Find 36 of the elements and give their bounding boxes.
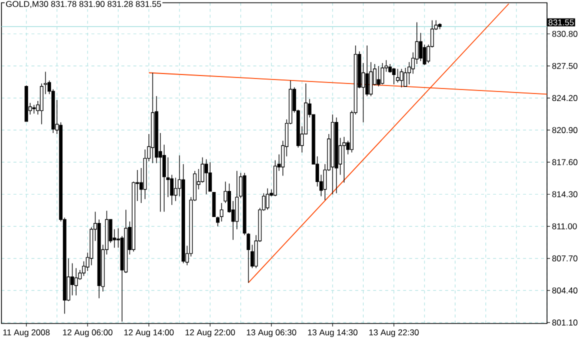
- y-tick-label: 827.50: [552, 63, 578, 70]
- y-tick-label: 807.70: [552, 256, 578, 262]
- candlestick: [216, 216, 220, 227]
- chart-title: GOLD,M30 831.78 831.90 831.28 831.55: [6, 1, 161, 8]
- candlestick: [208, 162, 212, 192]
- x-tick-label: 13 Aug 14:30: [308, 330, 358, 338]
- candlestick: [404, 68, 408, 87]
- x-tick-label: 12 Aug 14:00: [124, 330, 174, 338]
- candlestick: [380, 62, 384, 85]
- y-tick-label: 817.60: [552, 159, 578, 166]
- candlestick: [392, 68, 396, 85]
- candlestick: [418, 32, 422, 62]
- candlestick: [162, 144, 166, 212]
- candlestick: [266, 188, 270, 210]
- x-tick-label: 12 Aug 06:00: [63, 330, 112, 338]
- y-tick-label: 804.40: [552, 288, 578, 294]
- candlestick: [82, 261, 86, 276]
- y-tick-label: 824.20: [552, 95, 578, 102]
- x-tick-label: 11 Aug 2008: [3, 330, 50, 338]
- candlestick: [74, 268, 78, 296]
- x-tick-label: 13 Aug 06:30: [246, 330, 296, 338]
- y-tick-label: 814.30: [552, 191, 578, 198]
- candlestick: [376, 66, 380, 87]
- y-tick-label: 830.80: [552, 31, 578, 38]
- candlestick: [342, 136, 346, 184]
- y-tick-label: 820.90: [552, 127, 578, 134]
- candlestick: [204, 159, 208, 195]
- candlestick: [365, 45, 369, 97]
- candlestick: [400, 68, 404, 88]
- ref-line-label: 831.55: [548, 20, 574, 26]
- x-tick-label: 12 Aug 22:00: [186, 330, 235, 338]
- candlestick: [220, 202, 224, 222]
- x-tick-label: 13 Aug 22:30: [369, 330, 419, 338]
- y-tick-label: 801.10: [552, 320, 578, 326]
- candlestick: [396, 68, 400, 83]
- y-tick-label: 811.00: [552, 223, 577, 230]
